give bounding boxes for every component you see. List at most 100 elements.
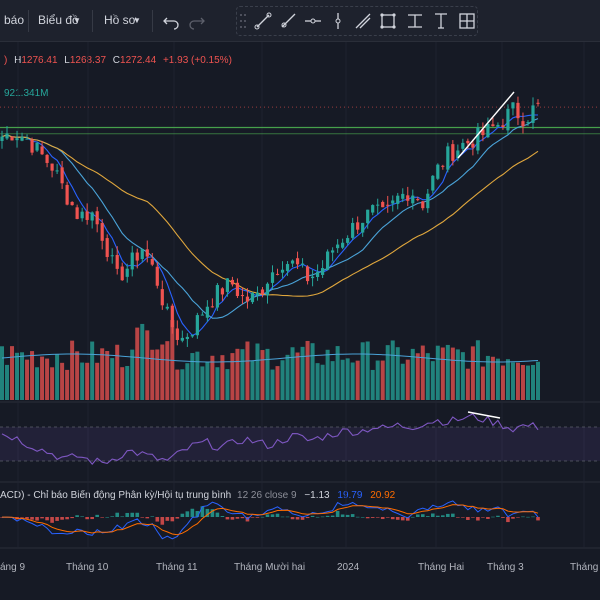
candle bbox=[331, 250, 335, 253]
rectangle-icon[interactable] bbox=[377, 10, 399, 32]
redo-icon[interactable] bbox=[186, 10, 208, 32]
candle bbox=[90, 212, 94, 221]
volume-ma-line bbox=[1, 353, 539, 363]
volume-bar bbox=[495, 358, 500, 400]
macd-histogram-bar bbox=[410, 516, 415, 518]
macd-histogram-bar bbox=[511, 517, 515, 519]
volume-bar bbox=[60, 362, 65, 400]
macd-line bbox=[1, 500, 539, 540]
candle bbox=[265, 283, 270, 296]
horizontal-ray-icon[interactable] bbox=[302, 10, 324, 32]
volume-bar bbox=[255, 343, 260, 400]
volume-bar bbox=[450, 347, 455, 400]
candle bbox=[396, 195, 400, 204]
macd-histogram-bar bbox=[125, 512, 130, 517]
close-value: 1272.44 bbox=[120, 55, 157, 66]
volume-bar bbox=[295, 352, 300, 400]
candle bbox=[45, 154, 49, 163]
volume-bar bbox=[70, 340, 75, 400]
volume-bar bbox=[265, 348, 270, 400]
candle bbox=[60, 167, 64, 184]
macd-histogram-bar bbox=[200, 506, 205, 517]
volume-bar bbox=[285, 354, 290, 400]
macd-histogram-bar bbox=[320, 516, 325, 518]
candle bbox=[255, 292, 260, 296]
macd-histogram-bar bbox=[355, 516, 360, 518]
macd-histogram-bar bbox=[50, 517, 54, 523]
chevron-down-icon[interactable]: ▼ bbox=[133, 16, 141, 25]
volume-bar bbox=[310, 343, 315, 400]
macd-histogram-bar bbox=[20, 517, 24, 518]
volume-bar bbox=[375, 360, 380, 400]
macd-histogram-bar bbox=[175, 517, 180, 519]
macd-histogram-bar bbox=[180, 513, 185, 517]
macd-histogram-bar bbox=[446, 513, 450, 517]
macd-histogram-bar bbox=[491, 516, 495, 518]
ray-icon[interactable] bbox=[277, 10, 299, 32]
candle bbox=[230, 279, 235, 285]
macd-histogram-bar bbox=[225, 517, 230, 520]
high-value: 1276.41 bbox=[21, 55, 58, 66]
macd-histogram-bar bbox=[531, 516, 535, 518]
position-icon[interactable] bbox=[456, 10, 478, 32]
candle bbox=[471, 143, 475, 148]
candle bbox=[461, 142, 465, 149]
undo-icon[interactable] bbox=[160, 10, 182, 32]
volume-bar bbox=[425, 353, 430, 400]
candle bbox=[320, 268, 325, 275]
volume-bar bbox=[475, 340, 480, 400]
drag-handle-icon[interactable] bbox=[238, 12, 248, 34]
candle bbox=[441, 165, 445, 167]
macd-histogram-bar bbox=[45, 517, 49, 521]
macd-histogram-bar bbox=[471, 517, 475, 518]
volume-bar bbox=[536, 361, 540, 400]
volume-bar bbox=[515, 362, 520, 400]
volume-bar bbox=[225, 369, 230, 400]
macd-histogram-bar bbox=[160, 517, 165, 525]
rsi-line bbox=[1, 413, 539, 465]
volume-bar bbox=[50, 367, 55, 400]
volume-bar bbox=[160, 344, 165, 400]
candle bbox=[10, 136, 14, 141]
candle bbox=[25, 138, 29, 140]
volume-bar bbox=[290, 347, 295, 400]
macd-histogram-bar bbox=[135, 512, 140, 517]
candle bbox=[85, 211, 89, 220]
candle bbox=[300, 263, 305, 265]
candle bbox=[55, 170, 59, 172]
volume-bar bbox=[180, 369, 185, 400]
parallel-channel-icon[interactable] bbox=[327, 10, 349, 32]
low-label: L bbox=[64, 55, 70, 66]
macd-legend: ACD) - Chỉ báo Biến động Phân kỳ/Hội tụ … bbox=[0, 490, 395, 501]
candle bbox=[446, 146, 450, 170]
macd-histogram-bar bbox=[486, 517, 490, 519]
time-label: Tháng Hai bbox=[418, 562, 465, 573]
macd-histogram-bar bbox=[255, 517, 260, 518]
volume-bar bbox=[345, 358, 350, 400]
volume-bar bbox=[270, 369, 275, 400]
change-value: +1.93 (+0.15%) bbox=[162, 55, 232, 66]
time-label: áng 9 bbox=[0, 562, 26, 573]
fib-retracement-icon[interactable] bbox=[404, 10, 426, 32]
macd-params: 12 26 close 9 bbox=[237, 490, 297, 501]
volume-bar bbox=[390, 340, 395, 400]
volume-bar bbox=[500, 365, 505, 400]
candle bbox=[361, 222, 365, 233]
volume-bar bbox=[35, 367, 40, 400]
volume-bar bbox=[470, 346, 475, 400]
macd-hist-value: −1.13 bbox=[304, 490, 330, 501]
drawn-trend-line bbox=[457, 91, 515, 159]
chevron-down-icon[interactable]: ▼ bbox=[73, 16, 81, 25]
macd-histogram-bar bbox=[461, 517, 465, 518]
candle bbox=[451, 144, 455, 161]
path-icon[interactable] bbox=[352, 10, 374, 32]
volume-bar bbox=[45, 358, 50, 400]
text-note-icon[interactable] bbox=[430, 10, 452, 32]
chart-menu[interactable]: Biểu đồ bbox=[38, 13, 79, 27]
template-menu[interactable]: Hồ sơ bbox=[104, 13, 137, 27]
candle bbox=[140, 249, 144, 259]
chart-canvas[interactable] bbox=[0, 42, 600, 600]
alert-menu[interactable]: báo bbox=[4, 13, 25, 27]
macd-histogram-bar bbox=[115, 512, 120, 517]
trend-line-icon[interactable] bbox=[252, 10, 274, 32]
